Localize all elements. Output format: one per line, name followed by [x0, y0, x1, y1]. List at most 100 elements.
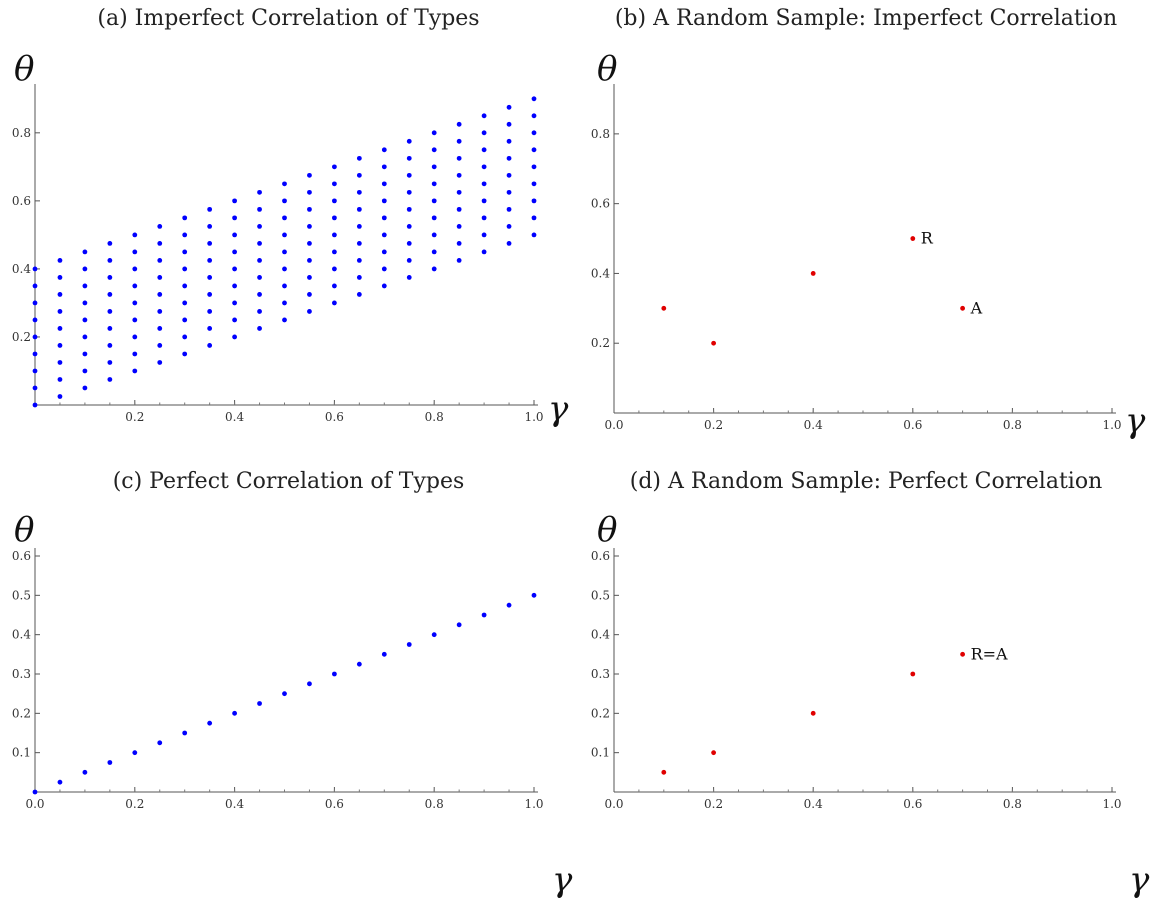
x-tick-label: 0.2	[125, 410, 144, 424]
y-tick-label: 0.2	[591, 706, 610, 720]
y-tick-label: 0.4	[12, 262, 31, 276]
data-point	[307, 189, 312, 195]
data-point	[132, 334, 138, 340]
data-point	[282, 198, 287, 204]
y-tick-label: 0.4	[591, 628, 610, 642]
data-point	[207, 258, 213, 263]
data-point	[456, 206, 462, 212]
data-point	[107, 377, 113, 382]
data-point	[381, 249, 387, 255]
data-point	[257, 240, 262, 246]
data-point	[406, 172, 412, 178]
data-point	[82, 334, 88, 340]
data-point	[307, 240, 312, 246]
data-point	[910, 236, 916, 241]
data-point	[810, 710, 816, 716]
data-point	[481, 113, 487, 119]
data-point	[406, 223, 412, 229]
data-point	[506, 240, 512, 246]
data-point	[381, 266, 387, 272]
data-point	[307, 258, 312, 263]
chart-title: (d) A Random Sample: Perfect Correlation	[629, 469, 1103, 494]
data-point	[506, 189, 512, 195]
x-tick-label: 0.8	[1003, 418, 1022, 432]
data-point	[356, 240, 362, 246]
data-point	[332, 266, 337, 272]
data-point	[207, 240, 213, 246]
data-point	[107, 326, 113, 331]
data-point	[207, 292, 213, 297]
data-point	[711, 750, 716, 756]
data-point	[82, 249, 88, 255]
data-point	[506, 138, 512, 144]
data-point	[910, 671, 916, 677]
data-point	[531, 198, 537, 204]
data-point	[107, 240, 113, 246]
data-point	[356, 189, 362, 195]
data-point	[531, 164, 537, 170]
y-axis-label: θ	[14, 510, 34, 550]
data-point	[232, 266, 238, 272]
data-point	[332, 198, 337, 204]
data-point	[182, 317, 188, 323]
x-axis-label: γ	[548, 389, 569, 429]
data-point	[132, 266, 138, 272]
data-point	[481, 164, 487, 170]
data-point	[132, 351, 138, 357]
data-point	[481, 232, 487, 238]
chart-panel-b: (b) A Random Sample: Imperfect Correlati…	[577, 0, 1155, 451]
data-point	[57, 258, 63, 263]
chart-panel-a: (a) Imperfect Correlation of Types θ γ 0…	[0, 0, 577, 451]
data-point	[307, 275, 312, 280]
data-point	[232, 317, 238, 323]
data-point	[232, 232, 238, 238]
y-tick-label: 0.3	[591, 667, 610, 681]
data-point	[431, 266, 437, 272]
data-point	[57, 275, 63, 280]
data-point	[661, 305, 667, 311]
data-point	[132, 232, 138, 238]
data-point	[661, 769, 667, 775]
data-point	[307, 292, 312, 297]
data-point	[332, 300, 337, 306]
data-point	[356, 661, 362, 667]
data-point	[232, 283, 238, 289]
data-point	[157, 309, 163, 314]
data-point	[182, 351, 188, 357]
data-point	[531, 232, 537, 238]
data-point	[456, 121, 462, 127]
data-point	[356, 275, 362, 280]
data-point	[207, 720, 213, 726]
data-point	[32, 300, 38, 306]
data-point	[381, 232, 387, 238]
data-point	[431, 181, 437, 187]
y-tick-label: 0.1	[12, 746, 31, 760]
data-point	[82, 317, 88, 323]
data-point	[107, 309, 113, 314]
data-point	[307, 206, 312, 212]
data-point	[282, 181, 287, 187]
y-tick-label: 0.5	[591, 588, 610, 602]
y-tick-label: 0.6	[12, 194, 31, 208]
data-point	[531, 592, 537, 598]
data-point	[406, 155, 412, 161]
data-point	[307, 223, 312, 229]
data-point	[506, 104, 512, 110]
data-point	[82, 300, 88, 306]
x-tick-label: 0.4	[804, 797, 823, 811]
data-point	[132, 317, 138, 323]
data-point	[232, 300, 238, 306]
data-point	[207, 223, 213, 229]
data-point	[207, 275, 213, 280]
data-point	[506, 602, 512, 608]
data-point	[406, 240, 412, 246]
data-point	[456, 155, 462, 161]
data-point	[107, 760, 113, 765]
data-point	[157, 240, 163, 246]
x-tick-label: 0.8	[425, 410, 444, 424]
data-point	[257, 275, 262, 280]
data-point	[182, 300, 188, 306]
data-point	[157, 275, 163, 280]
data-point	[57, 292, 63, 297]
chart-title: (b) A Random Sample: Imperfect Correlati…	[614, 6, 1118, 31]
